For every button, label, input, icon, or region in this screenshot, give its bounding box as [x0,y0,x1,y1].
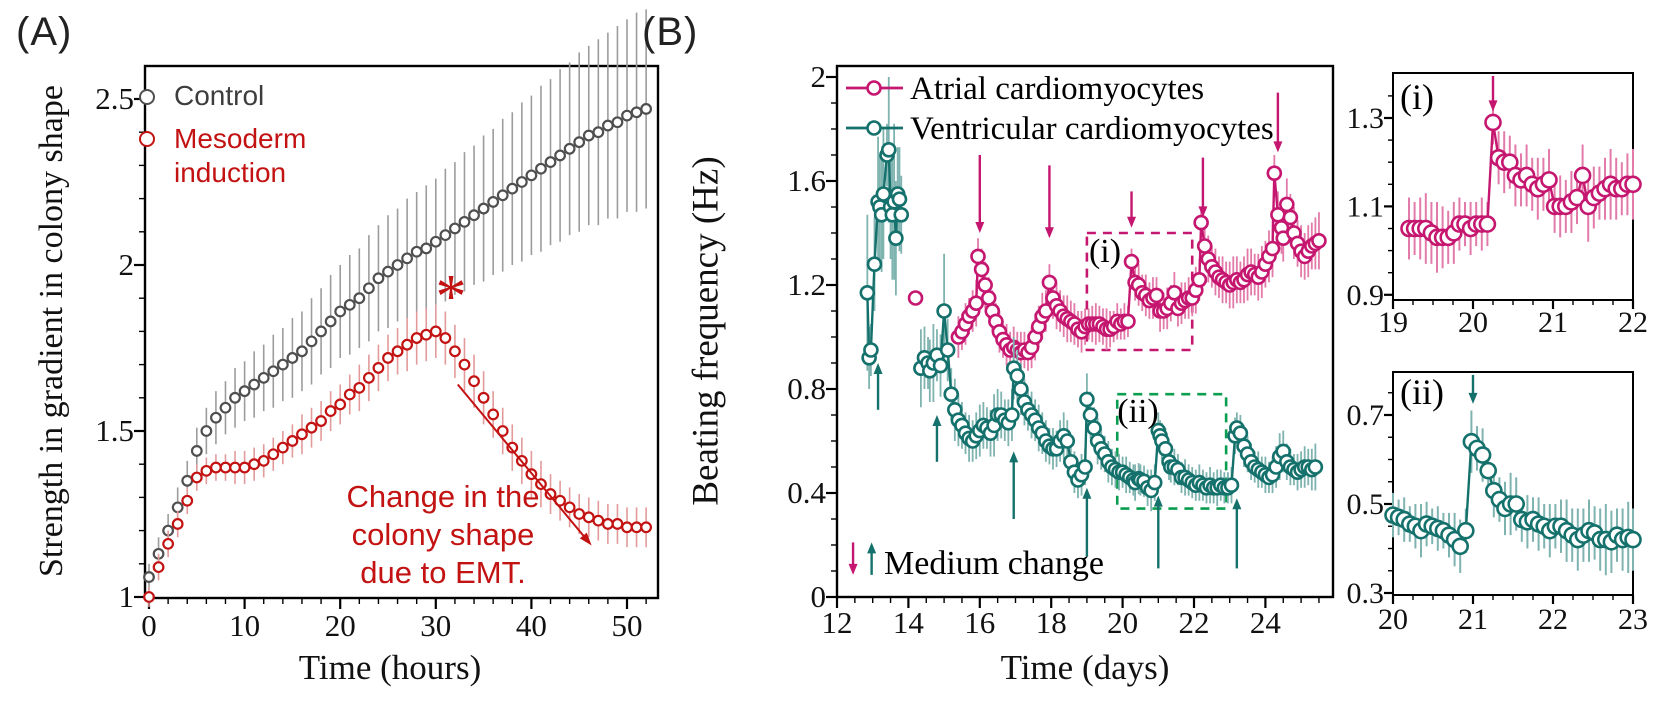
svg-text:19: 19 [1378,306,1408,339]
panel_a-ticks: 0 10 20 30 40 50 1 1.5 2 2.5 [95,81,647,643]
chart-inset_i: 19 20 21 22 0.9 1.1 1.3 [1347,72,1648,339]
panel_a-arrows [457,383,592,546]
svg-text:0: 0 [141,608,157,643]
chart-inset_ii: 20 21 22 23 0.3 0.5 0.7 [1347,371,1648,636]
svg-text:0.8: 0.8 [787,371,826,406]
svg-text:2: 2 [811,59,827,94]
svg-text:30: 30 [420,608,451,643]
legend-control-label: Control [174,80,265,111]
svg-text:23: 23 [1618,603,1648,636]
legend-mesoderm-marker-icon [139,131,155,147]
svg-text:1.1: 1.1 [1347,190,1385,223]
legend-ventricular-label: Ventricular cardiomyocytes [910,111,1274,147]
panel_b_main-arrows [848,92,1283,575]
svg-text:40: 40 [516,608,547,643]
svg-text:50: 50 [612,608,643,643]
emt-annotation-line3: due to EMT. [360,555,526,590]
svg-text:14: 14 [893,605,925,640]
svg-text:2: 2 [119,247,135,282]
svg-text:20: 20 [325,608,356,643]
inset_i-series-1 [1400,100,1642,273]
panel_b_main-series-1 [907,155,1327,374]
emt-annotation-line1: Change in the [346,479,540,514]
svg-text:2.5: 2.5 [95,81,134,116]
b-y-axis-title: Beating frequency (Hz) [685,156,727,506]
svg-text:21: 21 [1538,306,1568,339]
legend-mesoderm-label: Mesoderm induction [174,123,307,188]
inset_ii-arrows [1468,374,1478,404]
panel_b_main-dashed-box-2 [1115,392,1228,510]
inset-ii-label: (ii) [1400,372,1444,412]
emt-annotation: Change in the colony shape due to EMT. [318,478,568,592]
svg-text:12: 12 [822,605,853,640]
chart-panel_b_main: 12 14 16 18 20 22 24 0 0.4 0.8 1.2 1.6 2 [787,59,1335,640]
emt-annotation-line2: colony shape [351,517,535,552]
a-y-axis-title: Strength in gradient in colony shape [33,85,70,577]
b-x-axis-title: Time (days) [1000,648,1170,687]
svg-text:24: 24 [1250,605,1282,640]
svg-text:21: 21 [1458,603,1488,636]
panel_a-series-1 [143,9,653,591]
a-x-axis-title: Time (hours) [298,648,482,687]
panel_b_main-series-2 [859,77,1324,512]
box-ii-label: (ii) [1117,393,1159,430]
significance-asterisk: * [435,263,467,331]
svg-text:0.4: 0.4 [787,475,826,510]
legend-control-marker-icon [139,89,155,105]
svg-text:10: 10 [229,608,260,643]
inset_ii-series-1 [1384,410,1642,576]
svg-text:1.6: 1.6 [787,163,826,198]
svg-text:0.3: 0.3 [1347,577,1385,610]
svg-text:1.5: 1.5 [95,413,134,448]
box-i-label: (i) [1088,233,1122,270]
legend-atrial-label: Atrial cardiomyocytes [910,71,1205,107]
svg-text:22: 22 [1618,306,1648,339]
inset-i-label: (i) [1400,77,1434,117]
panel-b-legend-markers [846,80,903,136]
svg-text:22: 22 [1179,605,1210,640]
panel_a-series-2 [143,304,653,607]
svg-text:18: 18 [1036,605,1067,640]
svg-text:1.3: 1.3 [1347,102,1385,135]
svg-text:20: 20 [1107,605,1138,640]
panel-a-label: (A) [16,10,73,54]
inset_i-ticks: 19 20 21 22 0.9 1.1 1.3 [1347,95,1648,339]
svg-text:0: 0 [811,579,827,614]
svg-text:0.9: 0.9 [1347,279,1385,312]
chart-panel_a: 0 10 20 30 40 50 1 1.5 2 2.5 [95,9,660,643]
svg-text:16: 16 [964,605,995,640]
svg-text:0.5: 0.5 [1347,488,1385,521]
svg-text:22: 22 [1538,603,1568,636]
svg-text:0.7: 0.7 [1347,399,1385,432]
svg-text:20: 20 [1458,306,1488,339]
svg-text:20: 20 [1378,603,1408,636]
svg-text:1: 1 [119,579,135,614]
inset_i-arrows [1488,76,1498,112]
svg-text:1.2: 1.2 [787,267,826,302]
panel-b-label: (B) [642,10,699,54]
panel_b_main-ticks: 12 14 16 18 20 22 24 0 0.4 0.8 1.2 1.6 2 [787,59,1320,640]
inset_ii-ticks: 20 21 22 23 0.3 0.5 0.7 [1347,392,1648,636]
medium-change-label: Medium change [884,545,1104,582]
